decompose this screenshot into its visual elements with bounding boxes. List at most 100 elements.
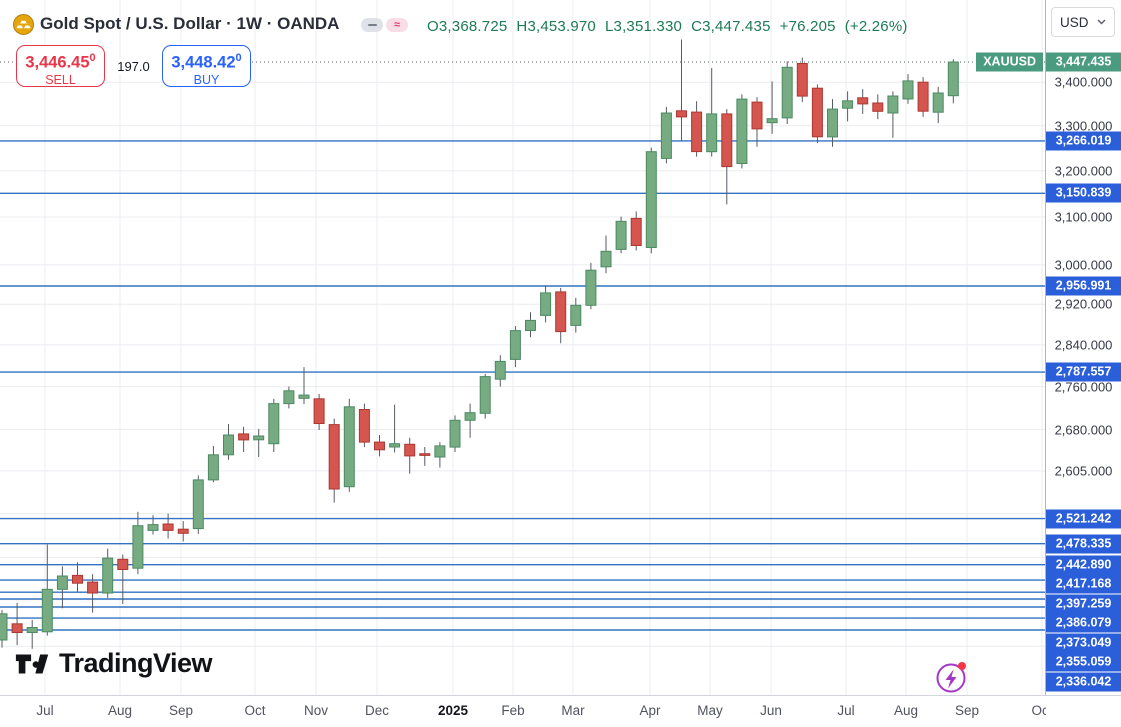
candle-week[interactable] xyxy=(932,86,944,124)
candle-week[interactable] xyxy=(102,548,114,598)
price-level-label[interactable]: 2,478.335 xyxy=(1046,534,1121,554)
price-level-label[interactable]: 2,373.049 xyxy=(1046,633,1121,653)
time-axis-label[interactable]: Mar xyxy=(561,703,585,718)
time-axis-label[interactable]: Dec xyxy=(364,703,390,718)
price-level-label[interactable]: 2,355.059 xyxy=(1046,652,1121,672)
price-level-label[interactable]: 2,956.991 xyxy=(1046,276,1121,296)
candle-week[interactable] xyxy=(374,435,385,457)
candle-week[interactable] xyxy=(736,94,748,169)
candle-week[interactable] xyxy=(540,285,552,323)
quick-trade-flash-icon[interactable] xyxy=(931,656,973,698)
candle-week[interactable] xyxy=(177,521,189,542)
candle-week[interactable] xyxy=(207,445,219,483)
time-axis-label[interactable]: May xyxy=(697,703,723,718)
candle-week[interactable] xyxy=(449,415,461,452)
price-level-label[interactable]: 2,417.168 xyxy=(1046,574,1121,594)
time-axis-label[interactable]: Jul xyxy=(837,703,855,718)
candle-week[interactable] xyxy=(434,442,446,468)
candle-week[interactable] xyxy=(811,84,823,144)
candle-week[interactable] xyxy=(721,109,733,205)
candle-week[interactable] xyxy=(676,39,687,141)
candle-week[interactable] xyxy=(887,91,899,138)
candle-week[interactable] xyxy=(827,99,838,147)
time-axis-label[interactable]: Oct xyxy=(244,703,266,718)
candle-week[interactable] xyxy=(419,447,431,466)
symbol-title[interactable]: Gold Spot / U.S. Dollar · 1W · OANDA xyxy=(40,14,340,33)
price-level-label[interactable]: 2,787.557 xyxy=(1046,362,1121,382)
time-axis-label[interactable]: Aug xyxy=(107,703,133,718)
candle-week[interactable] xyxy=(585,262,597,310)
candle-week[interactable] xyxy=(766,81,778,134)
time-axis-label[interactable]: 2025 xyxy=(437,703,469,718)
time-axis-label[interactable]: Nov xyxy=(303,703,329,718)
candle-week[interactable] xyxy=(570,297,582,333)
candle-week[interactable] xyxy=(343,398,355,492)
price-level-label[interactable]: 2,442.890 xyxy=(1046,555,1121,575)
candle-week[interactable] xyxy=(706,68,718,157)
candle-week[interactable] xyxy=(72,562,83,592)
candle-week[interactable] xyxy=(223,424,234,460)
candle-week[interactable] xyxy=(555,287,567,344)
candle-week[interactable] xyxy=(11,602,23,646)
candle-week[interactable] xyxy=(313,394,325,430)
hide-indicator-pill[interactable] xyxy=(361,18,383,32)
price-level-label[interactable]: 2,521.242 xyxy=(1046,509,1121,529)
price-level-label[interactable]: 2,336.042 xyxy=(1046,672,1121,692)
candle-week[interactable] xyxy=(238,426,250,452)
sell-button[interactable]: 3,446.450 SELL xyxy=(16,45,105,87)
price-level-label[interactable]: 2,397.259 xyxy=(1046,594,1121,614)
time-axis-label[interactable]: Jul xyxy=(36,703,54,718)
time-axis-label[interactable]: Sep xyxy=(954,703,980,718)
candle-week[interactable] xyxy=(328,418,340,503)
price-level-label[interactable]: 3,150.839 xyxy=(1046,183,1121,203)
candle-week[interactable] xyxy=(509,326,521,368)
candle-week[interactable] xyxy=(857,89,869,114)
candle-week[interactable] xyxy=(630,211,642,251)
candle-week[interactable] xyxy=(947,59,959,104)
candle-week[interactable] xyxy=(494,355,506,387)
candle-week[interactable] xyxy=(41,544,53,636)
candle-week[interactable] xyxy=(751,97,763,147)
buy-button[interactable]: 3,448.420 BUY xyxy=(162,45,251,87)
price-level-label[interactable]: 3,266.019 xyxy=(1046,131,1121,151)
chart-pane[interactable]: XAUUSD xyxy=(0,0,1045,695)
candle-week[interactable] xyxy=(902,74,914,104)
candle-week[interactable] xyxy=(691,101,703,157)
time-axis-label[interactable]: Sep xyxy=(168,703,194,718)
candle-week[interactable] xyxy=(525,312,536,338)
candle-week[interactable] xyxy=(268,398,280,452)
candle-week[interactable] xyxy=(464,403,476,438)
candle-week[interactable] xyxy=(283,386,295,409)
candlestick-chart[interactable] xyxy=(0,0,1045,695)
candle-week[interactable] xyxy=(132,511,144,575)
currency-selector[interactable]: USD xyxy=(1051,7,1115,37)
candle-week[interactable] xyxy=(872,94,884,120)
candle-week[interactable] xyxy=(26,620,38,649)
candle-week[interactable] xyxy=(389,404,401,453)
candle-week[interactable] xyxy=(87,574,99,613)
price-level-label[interactable]: 2,386.079 xyxy=(1046,613,1121,633)
candle-week[interactable] xyxy=(600,235,612,274)
time-axis-label[interactable]: Aug xyxy=(893,703,919,718)
candle-week[interactable] xyxy=(56,566,68,609)
price-axis[interactable]: 3,400.000 3,300.000 3,200.000 3,100.000 3,00… xyxy=(1045,0,1121,695)
candle-week[interactable] xyxy=(192,475,204,534)
candle-week[interactable] xyxy=(615,216,627,254)
time-axis-label[interactable]: Jun xyxy=(760,703,782,718)
time-axis-label[interactable]: Apr xyxy=(639,703,661,718)
candle-week[interactable] xyxy=(117,554,129,605)
candle-week[interactable] xyxy=(253,429,265,457)
time-axis-label[interactable]: Oct xyxy=(1031,703,1046,718)
candle-week[interactable] xyxy=(917,77,929,117)
time-axis-label[interactable]: Feb xyxy=(501,703,525,718)
candle-week[interactable] xyxy=(404,437,416,474)
time-axis[interactable]: Jul Aug Sep Oct Nov Dec 2025 Feb Mar Apr May Jun Jul… xyxy=(0,695,1121,727)
candle-week[interactable] xyxy=(781,61,793,124)
candle-week[interactable] xyxy=(660,106,672,164)
candle-week[interactable] xyxy=(842,91,854,122)
candle-week[interactable] xyxy=(479,373,491,419)
candle-week[interactable] xyxy=(298,367,310,405)
candle-week[interactable] xyxy=(645,147,657,254)
candle-week[interactable] xyxy=(147,515,159,535)
candle-week[interactable] xyxy=(358,403,370,447)
